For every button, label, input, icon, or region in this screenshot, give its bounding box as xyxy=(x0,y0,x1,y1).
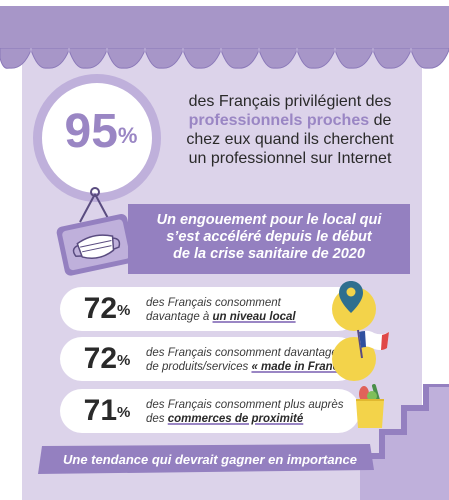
footer-text: Une tendance qui devrait gagner en impor… xyxy=(62,452,357,467)
stat-card-france xyxy=(60,337,360,381)
stat-text-proximity: des Français consomment plus auprès des … xyxy=(146,398,356,426)
stat-value-france: 72% xyxy=(76,341,138,377)
bottom-banner-shape xyxy=(38,444,374,474)
stat-card-proximity xyxy=(60,389,360,433)
headline-line2-rest: de xyxy=(369,112,392,129)
stat-line2-bold: un niveau local xyxy=(212,311,296,323)
stat-line1: des Français consomment xyxy=(146,297,281,309)
stat-value-proximity: 71% xyxy=(76,393,138,429)
stat-sign: % xyxy=(117,302,131,319)
stat-number: 71 xyxy=(83,394,118,427)
main-percentage-value: 95 xyxy=(64,105,118,158)
main-percentage: 95% xyxy=(46,104,156,160)
banner-line2: s’est accéléré depuis le début xyxy=(166,229,372,245)
banner-background xyxy=(128,204,410,274)
french-flag-icon xyxy=(357,329,389,359)
shop-awning xyxy=(0,6,449,50)
headline-highlight: professionnels proches xyxy=(188,112,370,129)
stat-number: 72 xyxy=(83,342,118,375)
banner-text: Un engouement pour le local qui s’est ac… xyxy=(128,212,410,263)
headline-text: des Français privilégient des profession… xyxy=(166,92,414,168)
main-percentage-sign: % xyxy=(117,123,138,148)
stat-line1: des Français consomment plus auprès xyxy=(146,399,344,411)
stat-line1: des Français consomment davantage xyxy=(146,347,338,359)
hanging-mask-sign-icon xyxy=(56,187,136,276)
stat-line2-pre: de produits/services xyxy=(146,361,252,373)
stat-number: 72 xyxy=(83,292,118,325)
stat-value-local: 72% xyxy=(76,291,138,327)
headline-line1: des Français privilégient des xyxy=(188,93,392,110)
stat-text-local: des Français consomment davantage à un n… xyxy=(146,296,356,324)
banner-line3: de la crise sanitaire de 2020 xyxy=(173,246,365,262)
stat-sign: % xyxy=(117,404,131,421)
banner-line1: Un engouement pour le local qui xyxy=(156,212,382,228)
stat-line2-pre: davantage à xyxy=(146,311,213,323)
percent-circle xyxy=(33,74,161,202)
stat-line2-bold: commerces de proximité xyxy=(167,413,304,425)
headline-line3: chez eux quand ils cherchent xyxy=(186,131,394,148)
stat-line2-pre: des xyxy=(146,413,168,425)
stat-card-local xyxy=(60,287,360,331)
awning-scallops-icon xyxy=(0,48,449,69)
stat-text-france: des Français consomment davantage de pro… xyxy=(146,346,356,374)
stairs-icon xyxy=(360,384,449,500)
stat-line2-bold: « made in France » xyxy=(251,361,356,373)
headline-line4: un professionnel sur Internet xyxy=(188,150,392,167)
shopping-bag-icon xyxy=(356,384,384,428)
map-pin-icon xyxy=(339,281,363,313)
stat-sign: % xyxy=(117,352,131,369)
